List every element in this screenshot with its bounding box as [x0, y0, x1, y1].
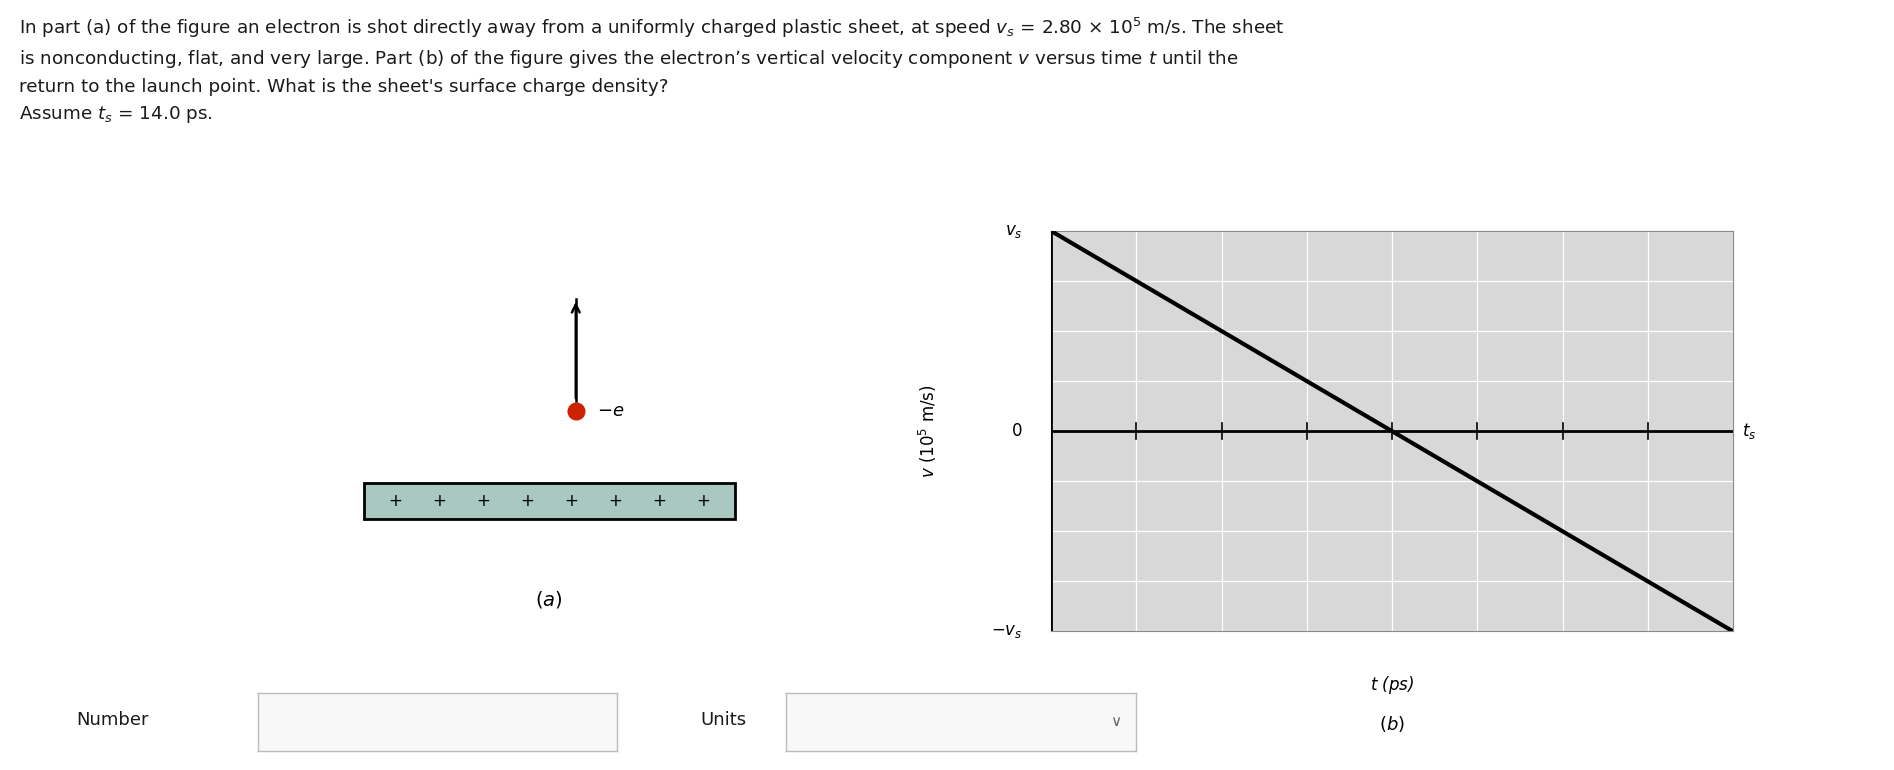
Text: $t$ (ps): $t$ (ps)	[1369, 675, 1415, 696]
Text: +: +	[477, 492, 491, 511]
Text: +: +	[564, 492, 578, 511]
Text: $-v_s$: $-v_s$	[991, 622, 1023, 641]
Text: +: +	[388, 492, 402, 511]
Text: +: +	[608, 492, 621, 511]
Bar	[364, 484, 735, 519]
Text: $v$ (10$^5$ m/s): $v$ (10$^5$ m/s)	[917, 384, 939, 478]
Text: ∨: ∨	[1110, 715, 1121, 729]
Text: +: +	[521, 492, 534, 511]
Text: In part (a) of the figure an electron is shot directly away from a uniformly cha: In part (a) of the figure an electron is…	[19, 15, 1284, 126]
Text: $0$: $0$	[1011, 422, 1023, 440]
Text: $-e$: $-e$	[597, 402, 625, 420]
Text: Units: Units	[701, 711, 746, 729]
Text: i: i	[235, 715, 239, 729]
Text: $t_s$: $t_s$	[1742, 421, 1758, 441]
Text: Number: Number	[76, 711, 148, 729]
Text: $(b)$: $(b)$	[1379, 714, 1405, 734]
Text: +: +	[697, 492, 710, 511]
Text: +: +	[652, 492, 667, 511]
Text: +: +	[432, 492, 447, 511]
Text: $(a)$: $(a)$	[536, 589, 563, 610]
Text: $v_s$: $v_s$	[1006, 222, 1023, 240]
